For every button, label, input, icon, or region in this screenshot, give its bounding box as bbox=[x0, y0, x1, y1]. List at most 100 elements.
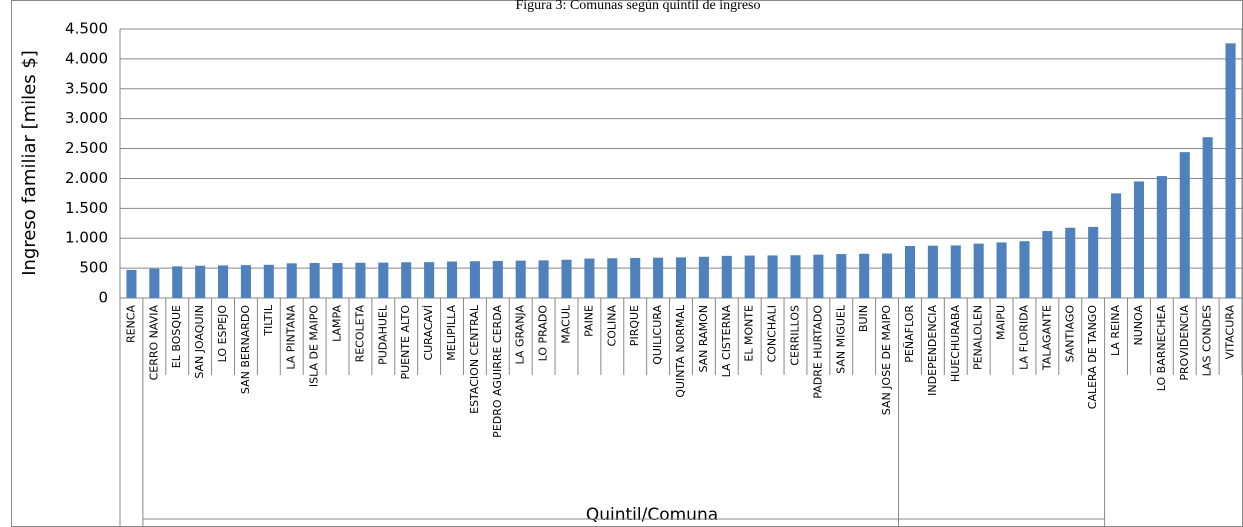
x-tick-label: MACUL bbox=[560, 304, 573, 344]
chart-border bbox=[11, 0, 1243, 527]
bar bbox=[1225, 43, 1236, 299]
bar bbox=[195, 265, 206, 298]
bar bbox=[790, 255, 801, 298]
bar bbox=[263, 264, 274, 298]
x-tick-label: SANTIAGO bbox=[1063, 305, 1076, 363]
x-tick-label: PIRQUE bbox=[628, 305, 641, 346]
y-tick-label: 4.000 bbox=[65, 49, 108, 67]
bar bbox=[446, 261, 458, 298]
x-tick-label: SAN RAMON bbox=[697, 305, 710, 373]
x-tick-label: SAN BERNARDO bbox=[239, 305, 252, 394]
bar bbox=[721, 255, 732, 298]
bar bbox=[584, 258, 595, 298]
bar bbox=[538, 260, 549, 298]
y-tick-label: 1.500 bbox=[65, 199, 108, 217]
bar bbox=[469, 261, 480, 298]
x-tick-label: CERRILLOS bbox=[788, 305, 801, 366]
x-tick-label: LO BARNECHEA bbox=[1155, 305, 1168, 392]
y-axis-label: Ingreso familiar [miles $] bbox=[19, 50, 40, 276]
x-axis-label: Quintil/Comuna bbox=[586, 505, 718, 525]
bar bbox=[1088, 226, 1099, 298]
bar bbox=[767, 255, 778, 298]
bar bbox=[286, 263, 297, 298]
bar bbox=[744, 255, 755, 298]
bar bbox=[355, 262, 366, 298]
bar bbox=[218, 265, 229, 298]
bar bbox=[675, 257, 687, 298]
bar bbox=[240, 265, 251, 298]
x-tick-label: SAN JOAQUIN bbox=[193, 305, 206, 379]
x-tick-label: CURACAVÍ bbox=[422, 305, 435, 361]
x-tick-label: MELIPILLA bbox=[445, 305, 458, 361]
chart-title: Figura 3: Comunas según quintil de ingre… bbox=[516, 0, 761, 13]
bar bbox=[950, 245, 961, 298]
x-tick-label: QUILICURA bbox=[651, 305, 664, 365]
bar bbox=[698, 256, 709, 298]
x-tick-label: SAN JOSE DE MAIPO bbox=[880, 305, 893, 416]
bar bbox=[561, 259, 572, 298]
x-tick-label: VITACURA bbox=[1224, 305, 1237, 360]
x-tick-label: PAINE bbox=[582, 305, 595, 337]
y-tick-label: 1.000 bbox=[65, 229, 108, 247]
y-tick-label: 0 bbox=[98, 289, 108, 307]
x-tick-label: PADRE HURTADO bbox=[811, 305, 824, 399]
x-tick-label: LA PINTANA bbox=[285, 305, 298, 370]
bar bbox=[1156, 176, 1167, 298]
x-tick-label: PEDRO AGUIRRE CERDA bbox=[491, 305, 504, 438]
bar bbox=[309, 263, 320, 298]
bar bbox=[859, 253, 870, 298]
x-tick-label: PUENTE ALTO bbox=[399, 305, 412, 380]
bar bbox=[996, 242, 1007, 298]
x-tick-label: ESTACION CENTRAL bbox=[468, 304, 481, 414]
x-tick-label: LA CISTERNA bbox=[720, 305, 733, 378]
bar bbox=[172, 266, 183, 298]
bar bbox=[424, 262, 435, 298]
x-tick-label: LO ESPEJO bbox=[216, 305, 229, 363]
bar bbox=[882, 253, 893, 298]
y-tick-label: 3.000 bbox=[65, 109, 108, 127]
bar bbox=[1042, 231, 1053, 298]
bar bbox=[607, 258, 618, 298]
x-tick-label: HUECHURABA bbox=[949, 305, 962, 383]
x-tick-label: PENALOLEN bbox=[972, 305, 985, 370]
x-tick-label: ISLA DE MAIPO bbox=[308, 305, 321, 387]
bar bbox=[630, 257, 641, 298]
x-tick-label: RECOLETA bbox=[353, 305, 366, 363]
bar bbox=[653, 257, 664, 298]
bar bbox=[515, 260, 526, 298]
x-tick-label: LA REINA bbox=[1109, 305, 1122, 356]
x-tick-label: TILTIL bbox=[262, 304, 275, 337]
x-tick-label: MAIPU bbox=[995, 305, 1008, 340]
bar bbox=[1179, 152, 1190, 298]
bar bbox=[904, 245, 916, 298]
x-tick-label: PEÑAFLOR bbox=[903, 305, 916, 363]
x-tick-label: CERRO NAVIA bbox=[147, 305, 160, 381]
x-tick-label: BUIN bbox=[857, 305, 870, 332]
x-tick-label: PROVIDENCIA bbox=[1178, 305, 1191, 381]
x-tick-label: QUINTA NORMAL bbox=[674, 304, 687, 398]
bar bbox=[1065, 227, 1076, 298]
bar bbox=[401, 262, 412, 298]
bar bbox=[1133, 181, 1144, 298]
x-tick-label: CALERA DE TANGO bbox=[1086, 305, 1099, 410]
x-tick-label: PUDAHUEL bbox=[376, 304, 389, 365]
y-tick-label: 4.500 bbox=[65, 20, 108, 38]
y-tick-label: 2.500 bbox=[65, 139, 108, 157]
x-tick-label: EL MONTE bbox=[743, 305, 756, 362]
bar bbox=[1111, 193, 1122, 298]
y-tick-label: 3.500 bbox=[65, 79, 108, 97]
x-tick-label: COLINA bbox=[605, 305, 618, 347]
x-tick-label: NUNOA bbox=[1132, 305, 1145, 346]
x-tick-label: RENCA bbox=[124, 305, 137, 344]
bar bbox=[927, 245, 938, 298]
bar bbox=[813, 254, 824, 298]
y-tick-label: 2.000 bbox=[65, 169, 108, 187]
x-tick-label: LA FLORIDA bbox=[1017, 305, 1030, 370]
bar bbox=[378, 262, 389, 298]
x-tick-label: INDEPENDENCIA bbox=[926, 305, 939, 396]
y-tick-label: 500 bbox=[79, 259, 108, 277]
bar bbox=[1019, 241, 1030, 298]
x-tick-label: SAN MIGUEL bbox=[834, 304, 847, 374]
x-tick-label: CONCHALI bbox=[766, 305, 779, 362]
